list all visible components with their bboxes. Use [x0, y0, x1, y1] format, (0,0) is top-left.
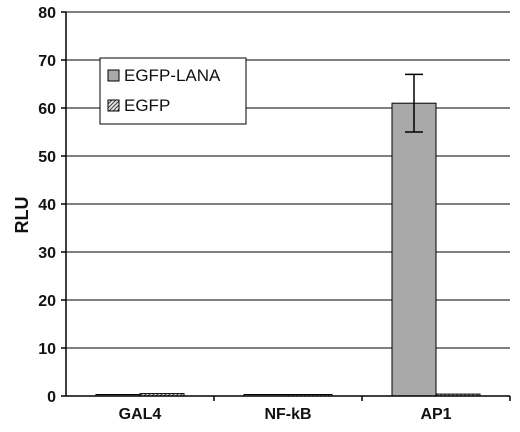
y-tick-label-30: 30: [38, 245, 56, 262]
x-category-label-gal4: GAL4: [119, 406, 162, 423]
legend-label-egfp-lana: EGFP-LANA: [124, 66, 221, 85]
legend-swatch-egfp: [107, 99, 120, 112]
legend-label-egfp: EGFP: [124, 96, 170, 115]
y-tick-label-50: 50: [38, 149, 56, 166]
axes: [61, 11, 511, 401]
bar-egfp-lana-ap1: [391, 102, 437, 397]
y-axis-title: RLU: [12, 197, 32, 234]
legend-swatch-egfp-lana: [107, 69, 120, 82]
y-tick-label-10: 10: [38, 341, 56, 358]
y-tick-label-70: 70: [38, 53, 56, 70]
y-tick-label-0: 0: [47, 389, 56, 406]
x-category-label-nf-kb: NF-kB: [264, 406, 311, 423]
y-tick-labels: 0 10 20 30 40 50 60 70 80: [38, 5, 56, 406]
legend: EGFP-LANA EGFP: [99, 57, 247, 125]
y-tick-label-20: 20: [38, 293, 56, 310]
y-tick-label-60: 60: [38, 101, 56, 118]
x-category-labels: GAL4 NF-kB AP1: [119, 406, 452, 423]
x-category-label-ap1: AP1: [420, 406, 451, 423]
bars: [95, 73, 481, 397]
y-tick-label-80: 80: [38, 5, 56, 22]
y-tick-label-40: 40: [38, 197, 56, 214]
legend-box: [99, 57, 247, 125]
